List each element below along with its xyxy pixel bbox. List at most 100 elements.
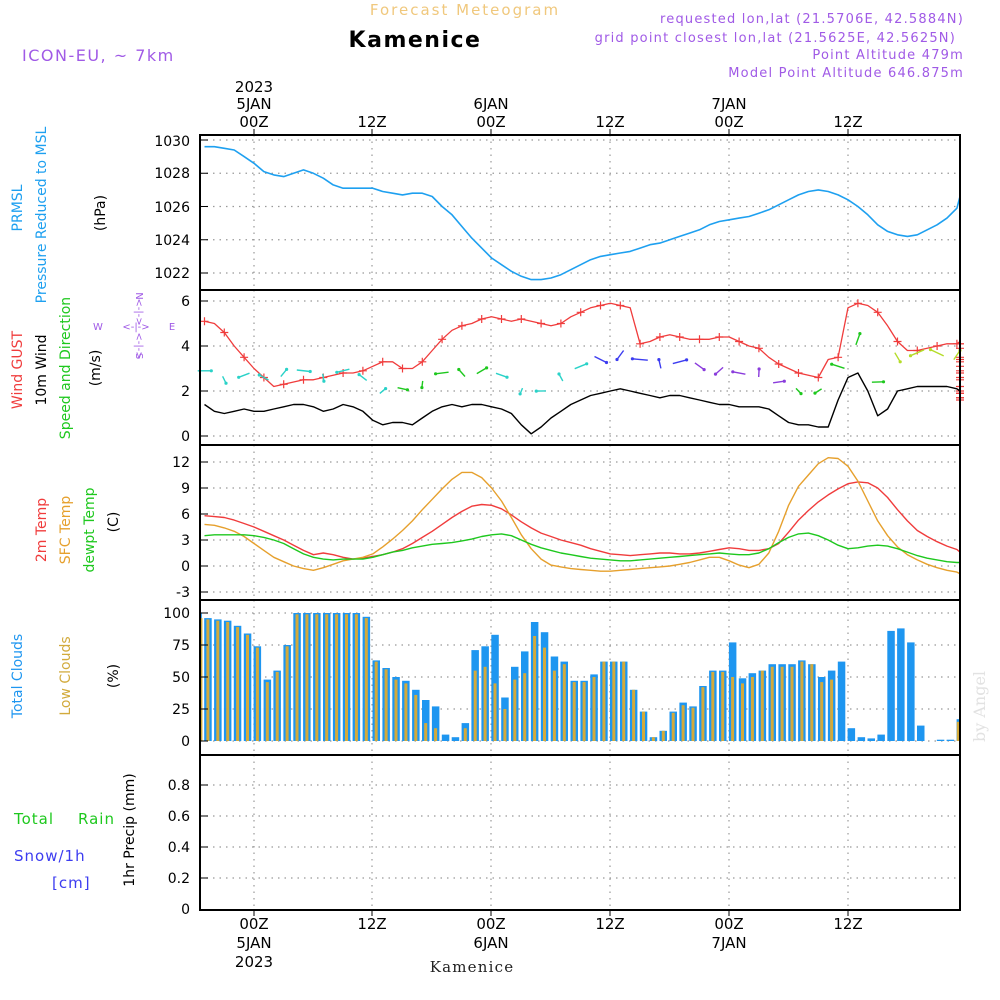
top-year-label: 2023 (235, 78, 273, 96)
plot-layer (197, 145, 964, 741)
wind-arrow-head (713, 372, 718, 376)
bottom-hour-label: 00Z (239, 915, 268, 933)
total-cloud-bar (857, 737, 866, 741)
low-cloud-bar (830, 679, 834, 741)
pressure-tick-label: 1022 (154, 266, 190, 282)
meteogram-subtitle: Forecast Meteogram (370, 1, 560, 19)
precip-tick-label: 0.4 (168, 840, 190, 856)
wind-arrow-head (813, 391, 817, 395)
low-cloud-bar (770, 666, 774, 741)
total-cloud-bar (877, 734, 885, 741)
wind-arrow-head (908, 354, 913, 358)
temp-tick-label: 9 (181, 481, 190, 497)
wind-tick-label: 2 (181, 384, 190, 400)
bottom-day-label: 5JAN (236, 934, 271, 952)
wind-arrow-head (782, 379, 786, 383)
total-cloud-bar (936, 739, 945, 741)
wind-direction-arrow (953, 350, 961, 360)
grid-layer (200, 135, 960, 910)
wind-direction-arrow (715, 366, 724, 375)
low-cloud-bar (681, 705, 685, 741)
gust-marker (497, 315, 506, 323)
wind-direction-arrow (495, 372, 508, 378)
low-cloud-bar (374, 661, 378, 741)
wind-direction-arrow (397, 387, 408, 391)
gust-marker (517, 315, 526, 323)
wind-arrow-head (731, 370, 735, 374)
temp-tick-label: 6 (181, 507, 190, 523)
wind-arrow-head (685, 358, 689, 362)
wind-direction-arrow (773, 380, 785, 384)
wind-arrow-head (615, 357, 619, 362)
compass-arrow-horizontal: <-|-> (122, 322, 149, 333)
bottom-hour-label: 12Z (595, 915, 624, 933)
pressure-label-desc: Pressure Reduced to MSL (34, 126, 50, 303)
wind-arrow-head (799, 392, 803, 396)
clouds-tick-label: 50 (172, 670, 190, 686)
wind-tick-label: 6 (181, 294, 190, 310)
bottom-year-label: 2023 (235, 953, 273, 971)
temp-dewpt-line (204, 532, 961, 567)
low-cloud-bar (661, 730, 665, 741)
low-cloud-bar (562, 664, 566, 741)
pressure-label-prmsl: PRMSL (10, 184, 26, 231)
low-cloud-bar (206, 619, 210, 741)
top-day-label: 5JAN (236, 95, 271, 113)
wind-speed-direction-label: Speed and Direction (58, 297, 74, 439)
top-hour-label: 00Z (476, 113, 505, 131)
wind-arrow-head (657, 358, 661, 362)
clouds-tick-label: 25 (172, 702, 190, 718)
low-cloud-bar (552, 670, 556, 741)
low-cloud-bar (345, 614, 348, 741)
gust-marker (576, 308, 585, 317)
wind-arrow-head (209, 369, 213, 373)
precip-rain-label: Rain (78, 810, 115, 828)
total-cloud-bar (897, 628, 905, 741)
wind-direction-arrow (831, 363, 845, 369)
wind-arrow-head (308, 369, 312, 374)
wind-arrow-head (585, 362, 589, 366)
total-cloud-bar (907, 642, 915, 741)
wind-arrow-head (702, 368, 706, 372)
wind-direction-arrow (910, 349, 925, 357)
bottom-day-label: 6JAN (473, 934, 508, 952)
wind-arrow-head (630, 357, 635, 361)
low-cloud-bar (305, 614, 309, 741)
gust-marker (358, 366, 367, 375)
panel-frame (199, 754, 961, 911)
low-cloud-bar (701, 687, 705, 741)
precip-y-ticks: 0 0.2 0.4 0.6 0.8 (168, 778, 190, 918)
clouds-low-label: Low Clouds (58, 636, 74, 715)
wind-arrow-head (420, 386, 424, 390)
top-hour-label: 12Z (357, 113, 386, 131)
requested-coordinates: requested lon,lat (21.5706E, 42.5884N) (660, 12, 964, 27)
clouds-total-label: Total Clouds (10, 634, 26, 719)
clouds-tick-label: 75 (172, 638, 190, 654)
low-cloud-bar (354, 614, 358, 741)
wind-direction-arrow (672, 359, 687, 365)
wind-y-ticks: 0 2 4 6 (181, 294, 190, 445)
point-altitude: Point Altitude 479m (812, 48, 964, 63)
wind-tick-label: 4 (181, 339, 190, 355)
total-cloud-bar (867, 738, 875, 741)
low-cloud-bar (216, 620, 220, 741)
wind10m-line (204, 372, 961, 435)
gust-marker (537, 319, 546, 328)
wind-direction-arrow (694, 362, 705, 371)
low-cloud-bar (790, 666, 794, 741)
watermark: by Angel (970, 671, 989, 742)
wind-arrow-head (285, 367, 289, 371)
precip-tick-label: 0.6 (168, 809, 190, 825)
low-cloud-bar (226, 622, 230, 741)
wind-10m-label: 10m Wind (34, 334, 50, 405)
precip-tick-label: 0.2 (168, 871, 190, 887)
low-cloud-bar (592, 677, 596, 741)
wind-arrow-head (881, 380, 886, 384)
gust-marker (457, 321, 466, 330)
wind-arrow-head (357, 373, 361, 377)
compass-west: W (93, 322, 103, 333)
pressure-tick-label: 1030 (154, 134, 190, 150)
low-cloud-bar (731, 677, 735, 741)
low-cloud-bar (384, 669, 388, 741)
wind-arrow-head (898, 360, 902, 364)
